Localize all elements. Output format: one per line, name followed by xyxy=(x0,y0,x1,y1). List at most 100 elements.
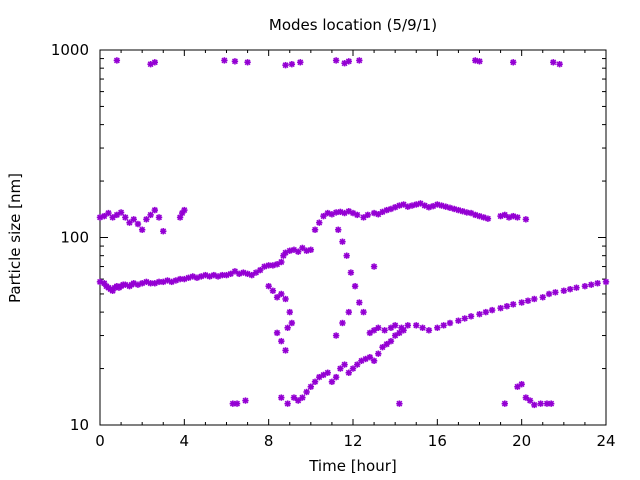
data-point xyxy=(552,289,559,296)
data-point xyxy=(341,361,348,368)
x-axis-title: Time [hour] xyxy=(308,457,397,475)
data-point xyxy=(375,324,382,331)
data-point xyxy=(556,60,563,68)
data-point xyxy=(501,400,508,407)
data-points xyxy=(96,57,610,409)
data-point xyxy=(151,206,159,214)
data-point xyxy=(396,400,403,407)
data-point xyxy=(419,324,426,331)
data-point xyxy=(588,281,595,288)
data-point xyxy=(244,59,251,66)
x-axis-ticks: 0 4 8 12 16 20 24 xyxy=(95,50,616,450)
data-point xyxy=(299,394,306,401)
data-point xyxy=(347,269,355,276)
data-point xyxy=(547,400,555,407)
data-point xyxy=(339,238,346,245)
data-point xyxy=(514,383,521,390)
data-point xyxy=(497,304,504,312)
data-point xyxy=(387,337,395,345)
data-point xyxy=(360,214,367,221)
data-point xyxy=(550,59,557,66)
x-tick-label: 16 xyxy=(428,432,447,450)
data-point xyxy=(510,59,517,66)
data-point xyxy=(221,57,228,64)
data-point xyxy=(461,315,468,322)
data-point xyxy=(288,60,296,68)
data-point xyxy=(602,278,610,286)
data-point xyxy=(147,211,154,219)
data-point xyxy=(356,57,363,64)
data-point xyxy=(476,58,483,65)
data-point xyxy=(113,57,121,64)
data-point xyxy=(242,397,249,404)
data-point xyxy=(155,214,163,221)
data-point xyxy=(122,214,129,221)
data-point xyxy=(284,400,291,407)
data-point xyxy=(455,317,462,324)
data-point xyxy=(335,226,342,233)
data-point xyxy=(231,268,239,275)
data-point xyxy=(413,322,420,329)
data-point xyxy=(510,301,517,308)
y-tick-label: 1000 xyxy=(51,41,89,59)
data-point xyxy=(446,319,454,327)
data-point xyxy=(332,332,340,339)
data-point xyxy=(303,388,310,396)
y-axis-title: Particle size [nm] xyxy=(6,173,24,303)
chart-title: Modes location (5/9/1) xyxy=(269,16,437,34)
y-tick-label: 100 xyxy=(60,229,89,247)
data-point xyxy=(299,244,306,252)
data-point xyxy=(105,209,112,217)
data-point xyxy=(311,226,319,233)
y-tick-label: 10 xyxy=(70,416,89,434)
data-point xyxy=(434,324,441,331)
data-point xyxy=(297,59,304,66)
data-point xyxy=(364,211,371,219)
data-point xyxy=(231,58,239,65)
data-point xyxy=(343,252,350,259)
data-point xyxy=(379,343,386,351)
data-point xyxy=(539,294,546,301)
data-point xyxy=(354,211,361,219)
data-point xyxy=(181,206,188,214)
data-point xyxy=(324,369,331,376)
data-point xyxy=(273,329,281,337)
data-point xyxy=(328,378,336,385)
x-tick-label: 0 xyxy=(95,432,105,450)
data-point xyxy=(282,295,289,303)
data-point xyxy=(134,220,142,228)
data-point xyxy=(360,308,367,316)
data-point xyxy=(316,219,323,226)
data-point xyxy=(440,322,447,329)
data-point xyxy=(278,394,285,401)
data-point xyxy=(332,57,340,64)
data-point xyxy=(514,214,521,221)
data-point xyxy=(290,394,298,401)
data-point xyxy=(383,340,390,348)
data-point xyxy=(138,226,146,233)
data-point xyxy=(356,299,363,306)
data-point xyxy=(354,361,361,368)
data-point xyxy=(269,287,277,294)
data-point xyxy=(381,327,388,334)
data-point xyxy=(282,61,289,69)
data-point xyxy=(143,216,150,223)
data-point xyxy=(484,215,492,222)
data-point xyxy=(531,295,538,303)
data-point xyxy=(151,59,159,66)
data-point xyxy=(560,287,568,294)
data-point xyxy=(311,378,319,385)
data-point xyxy=(307,383,315,390)
x-tick-label: 12 xyxy=(343,432,362,450)
data-point xyxy=(518,299,525,306)
data-point xyxy=(425,327,433,334)
data-point xyxy=(375,350,382,357)
data-point xyxy=(307,246,315,253)
data-point xyxy=(467,313,475,320)
data-point xyxy=(398,324,405,331)
data-point xyxy=(345,308,352,316)
data-point xyxy=(351,282,359,290)
data-point xyxy=(320,212,327,220)
data-point xyxy=(370,327,378,334)
data-point xyxy=(522,216,530,223)
